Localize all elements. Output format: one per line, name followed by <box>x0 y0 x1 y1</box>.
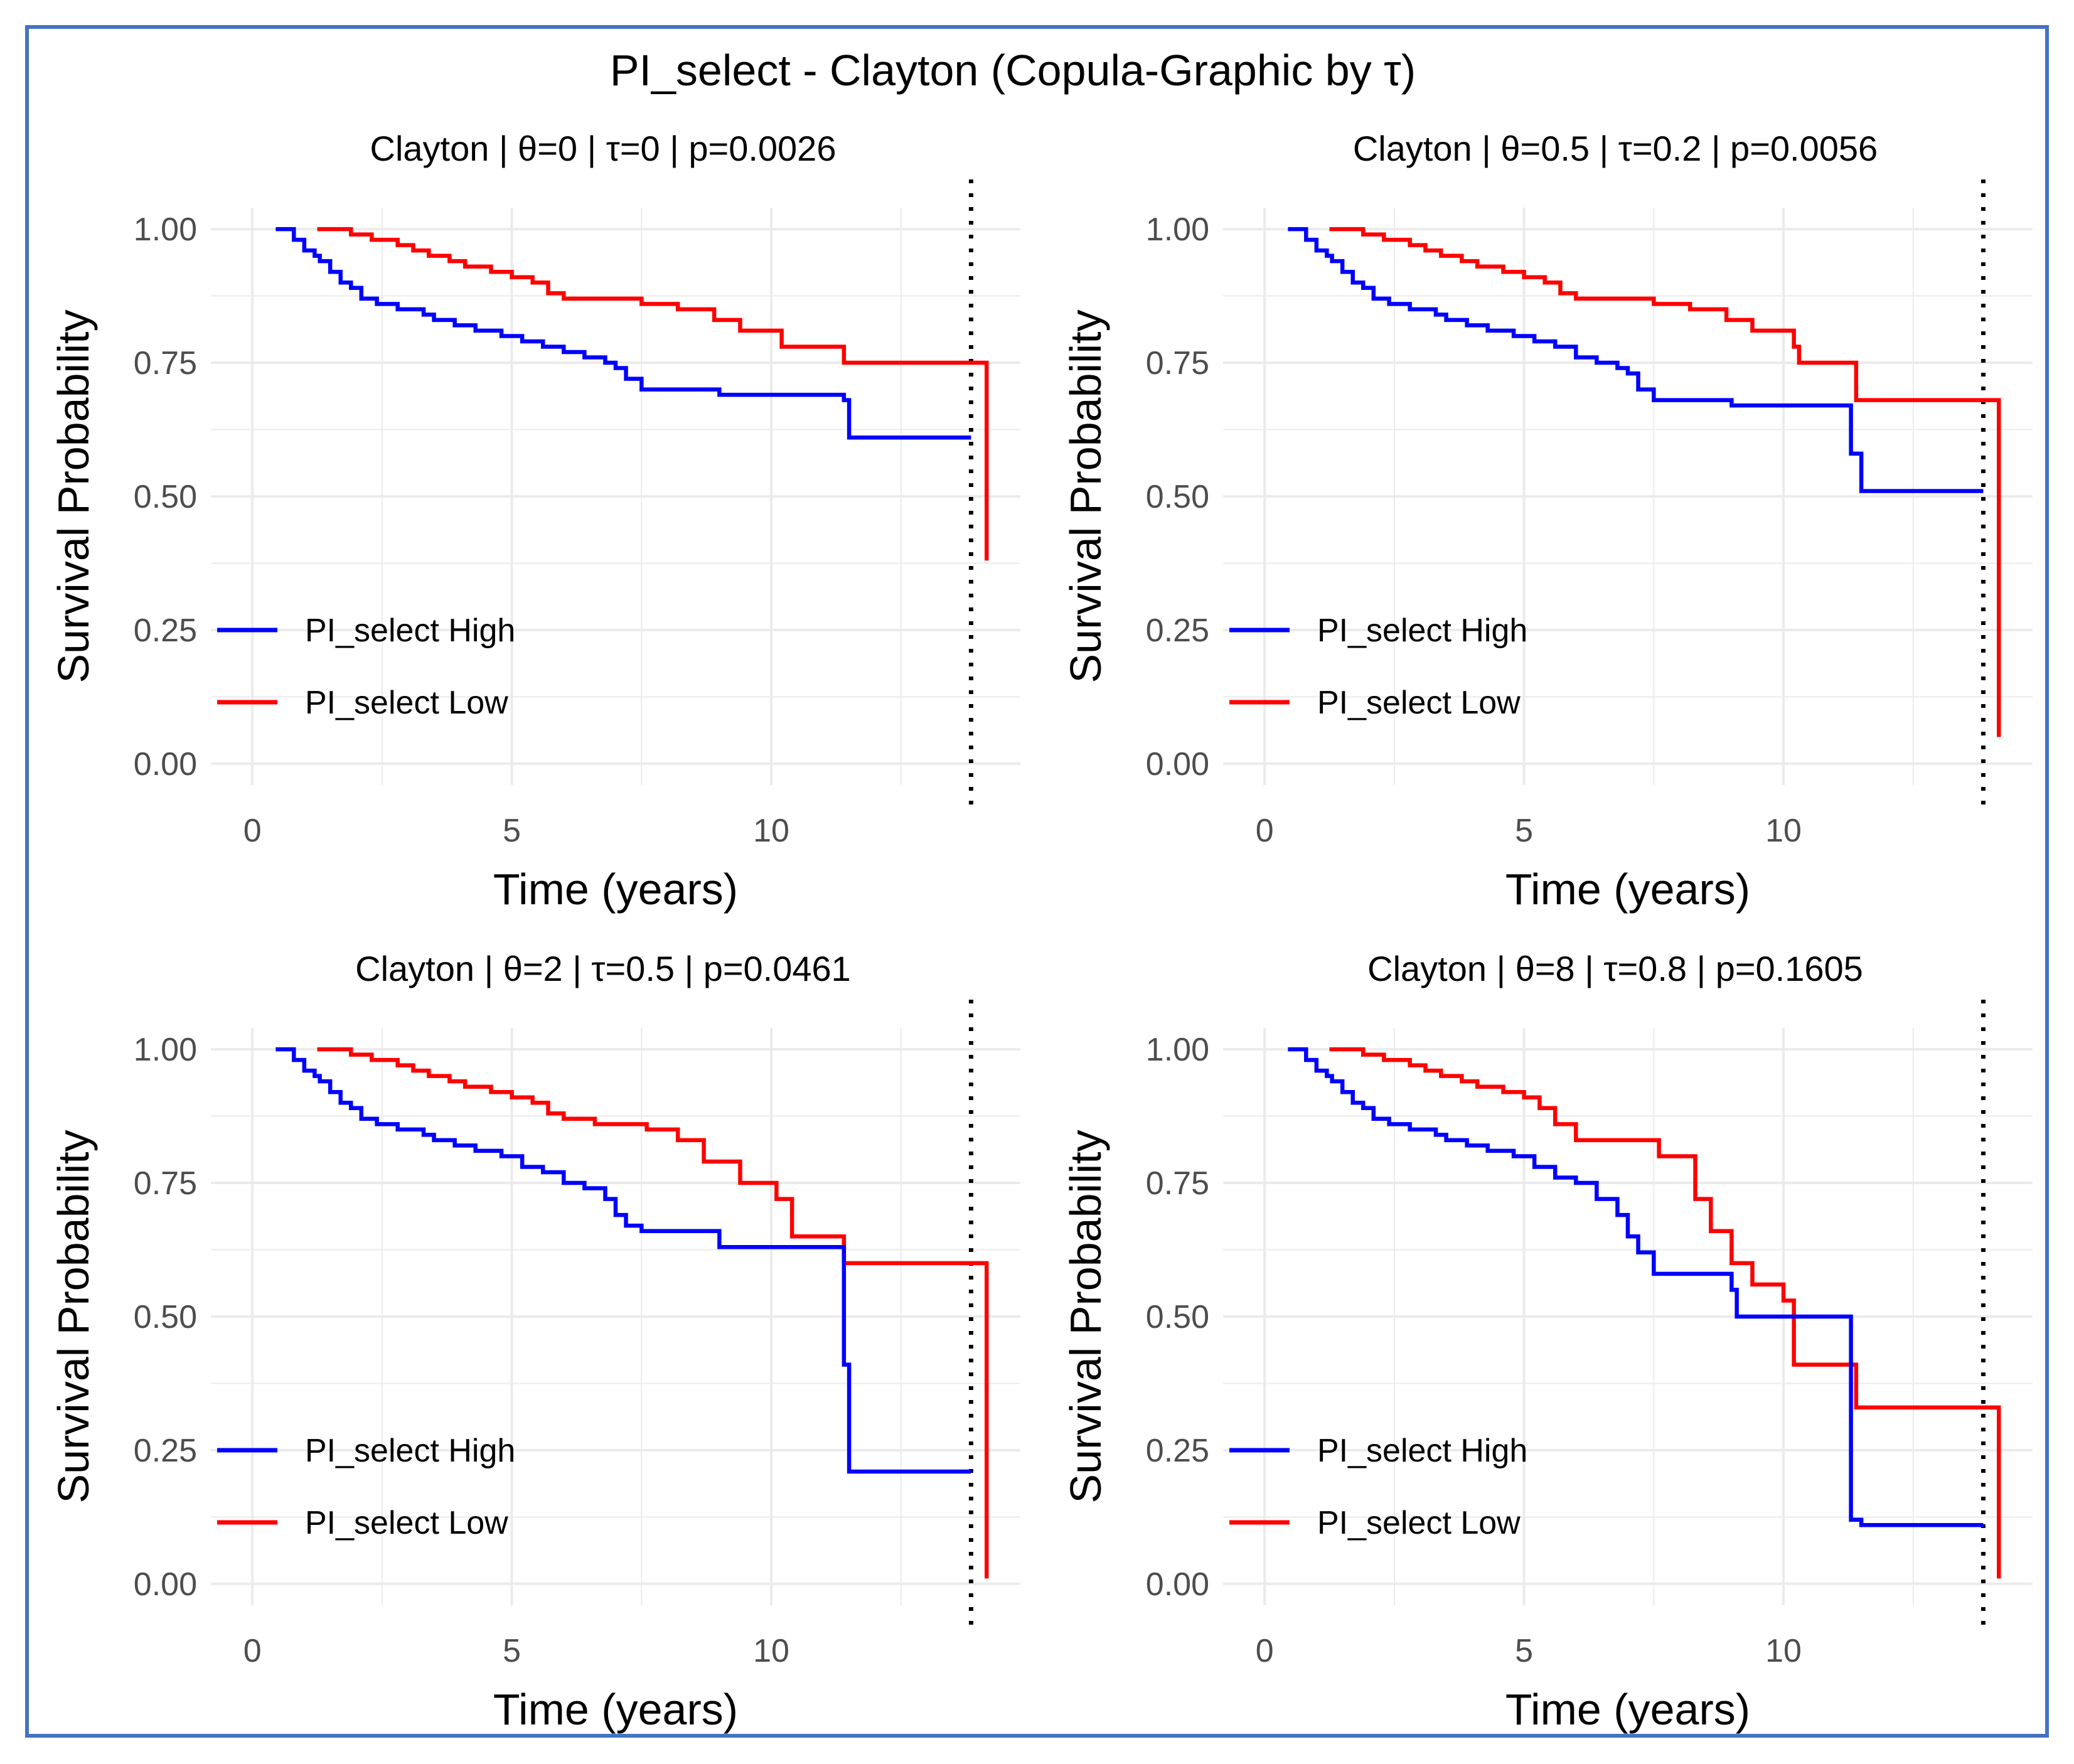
x-tick-label: 0 <box>1256 1633 1274 1669</box>
y-axis-title: Survival Probability <box>1061 309 1110 683</box>
y-tick-label: 0.50 <box>1146 1299 1209 1335</box>
y-tick-label: 0.25 <box>134 1433 197 1469</box>
x-axis-title: Time (years) <box>493 1685 738 1734</box>
y-tick-label: 0.75 <box>1146 1165 1209 1202</box>
series-line-low <box>1329 227 2001 737</box>
x-tick-label: 5 <box>1515 813 1533 849</box>
series-line-low <box>317 1047 989 1579</box>
x-tick-label: 0 <box>1256 813 1274 849</box>
x-tick-label: 0 <box>243 813 262 849</box>
x-axis-title: Time (years) <box>493 865 738 914</box>
x-tick-label: 0 <box>243 1633 262 1669</box>
legend-label: PI_select Low <box>305 685 508 721</box>
y-tick-label: 1.00 <box>134 211 197 248</box>
legend-label: PI_select Low <box>1317 685 1521 721</box>
series-line-high <box>275 1047 971 1474</box>
panel-1: 0.00 0.25 0.50 0.75 1.00 0 5 10 Time (years) Surv… <box>49 129 1020 914</box>
y-tick-label: 1.00 <box>134 1032 197 1068</box>
y-axis-title: Survival Probability <box>1061 1130 1110 1503</box>
legend-label: PI_select High <box>305 612 515 649</box>
y-tick-label: 0.00 <box>1146 746 1209 783</box>
panel-4: 0.00 0.25 0.50 0.75 1.00 0 5 10 Time (years) Surv… <box>1061 949 2033 1734</box>
x-tick-label: 10 <box>753 1633 789 1669</box>
panel-2: 0.00 0.25 0.50 0.75 1.00 0 5 10 Time (years) Surv… <box>1061 129 2033 914</box>
series-line-low <box>317 227 989 561</box>
y-tick-label: 0.75 <box>1146 345 1209 382</box>
y-tick-label: 0.25 <box>1146 612 1209 649</box>
x-tick-label: 5 <box>503 813 521 849</box>
x-tick-label: 5 <box>1515 1633 1533 1669</box>
y-tick-label: 0.00 <box>134 1566 197 1603</box>
panel-title: Clayton | θ=0 | τ=0 | p=0.0026 <box>370 129 837 168</box>
x-axis-title: Time (years) <box>1505 1685 1750 1734</box>
legend-label: PI_select High <box>305 1433 515 1469</box>
legend-label: PI_select Low <box>305 1505 508 1541</box>
series-line-low <box>1329 1047 2001 1579</box>
y-tick-label: 0.25 <box>1146 1433 1209 1469</box>
series-line-high <box>1288 227 1984 493</box>
series-line-high <box>1288 1047 1984 1527</box>
y-tick-label: 0.75 <box>134 1165 197 1202</box>
y-tick-label: 0.25 <box>134 612 197 649</box>
y-tick-label: 0.50 <box>134 479 197 515</box>
y-tick-label: 0.00 <box>134 746 197 783</box>
legend-label: PI_select High <box>1317 1433 1527 1469</box>
y-tick-label: 0.50 <box>1146 479 1209 515</box>
chart-svg: PI_select - Clayton (Copula-Graphic by τ… <box>49 46 2033 1734</box>
series-line-high <box>275 227 971 440</box>
y-tick-label: 1.00 <box>1146 1032 1209 1068</box>
y-tick-label: 0.75 <box>134 345 197 382</box>
x-tick-label: 10 <box>753 813 789 849</box>
figure-frame: PI_select - Clayton (Copula-Graphic by τ… <box>25 25 2049 1738</box>
y-tick-label: 0.50 <box>134 1299 197 1335</box>
panel-3: 0.00 0.25 0.50 0.75 1.00 0 5 10 Time (years) Surv… <box>49 949 1020 1734</box>
y-tick-label: 0.00 <box>1146 1566 1209 1603</box>
panel-title: Clayton | θ=2 | τ=0.5 | p=0.0461 <box>355 949 851 988</box>
legend-label: PI_select High <box>1317 612 1527 649</box>
x-tick-label: 10 <box>1765 813 1802 849</box>
y-axis-title: Survival Probability <box>49 1130 98 1503</box>
y-axis-title: Survival Probability <box>49 309 98 683</box>
y-tick-label: 1.00 <box>1146 211 1209 248</box>
figure-title: PI_select - Clayton (Copula-Graphic by τ… <box>610 46 1416 95</box>
panel-title: Clayton | θ=8 | τ=0.8 | p=0.1605 <box>1367 949 1863 988</box>
panel-title: Clayton | θ=0.5 | τ=0.2 | p=0.0056 <box>1353 129 1878 168</box>
legend-label: PI_select Low <box>1317 1505 1521 1541</box>
x-axis-title: Time (years) <box>1505 865 1750 914</box>
x-tick-label: 10 <box>1765 1633 1802 1669</box>
x-tick-label: 5 <box>503 1633 521 1669</box>
